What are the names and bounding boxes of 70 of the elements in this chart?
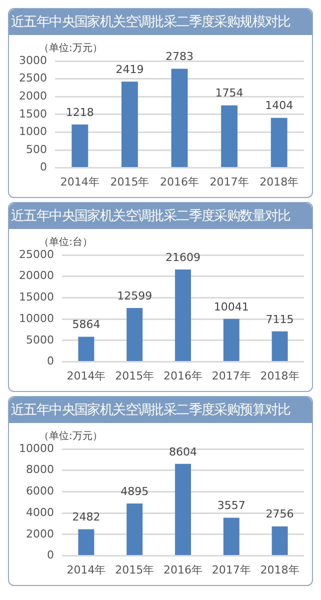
x-tick-label: 2016年: [163, 369, 202, 382]
y-tick-label: 4000: [26, 506, 54, 519]
chart-title: 近五年中央国家机关空调批采二季度采购数量对比: [9, 203, 312, 229]
data-label: 2482: [72, 510, 100, 524]
data-label: 3557: [217, 499, 246, 512]
y-tick-label: 2000: [18, 89, 47, 102]
y-tick-label: 6000: [26, 484, 54, 498]
data-label: 1218: [66, 106, 94, 119]
bar: [126, 308, 143, 362]
y-tick-label: 15000: [18, 290, 54, 304]
x-tick-label: 2017年: [212, 563, 251, 576]
x-tick-label: 2015年: [110, 175, 150, 188]
bar: [171, 68, 188, 168]
y-tick-label: 10000: [18, 442, 54, 455]
y-axis-title: （单位:万元）: [39, 42, 102, 55]
y-tick-label: 0: [40, 160, 47, 174]
data-label: 1754: [215, 86, 244, 100]
bar: [175, 269, 191, 362]
x-tick-label: 2015年: [115, 369, 154, 382]
bar: [223, 318, 240, 362]
x-tick-label: 2014年: [66, 369, 106, 382]
chart-title: 近五年中央国家机关空调批采二季度采购规模对比: [9, 9, 312, 35]
bar: [221, 105, 238, 168]
data-label: 2783: [165, 50, 194, 64]
x-tick-label: 2014年: [60, 175, 100, 188]
bar: [175, 464, 191, 556]
bar: [272, 331, 288, 362]
y-tick-label: 1500: [18, 107, 47, 120]
x-tick-label: 2015年: [115, 563, 154, 576]
bar: [121, 82, 138, 168]
x-tick-label: 2014年: [66, 563, 106, 576]
data-label: 7115: [266, 312, 294, 326]
y-tick-label: 8000: [26, 463, 54, 476]
y-axis-title: （单位:台）: [39, 236, 92, 249]
y-tick-label: 10000: [18, 312, 54, 325]
data-label: 10041: [214, 300, 249, 314]
y-tick-label: 20000: [18, 269, 54, 282]
x-tick-label: 2018年: [260, 369, 300, 382]
y-tick-label: 3000: [18, 54, 47, 67]
data-label: 2756: [266, 508, 294, 521]
data-label: 1404: [265, 99, 294, 112]
y-tick-label: 2000: [26, 527, 54, 540]
bar: [78, 529, 94, 556]
y-axis-title: （单位:万元）: [39, 430, 102, 443]
bar: [72, 124, 88, 168]
y-tick-label: 1000: [18, 125, 47, 138]
y-tick-label: 0: [46, 354, 54, 368]
bar: [126, 504, 143, 556]
x-tick-label: 2017年: [212, 369, 251, 382]
chart-title: 近五年中央国家机关空调批采二季度采购预算对比: [9, 397, 312, 423]
bar: [223, 518, 240, 556]
x-tick-label: 2016年: [160, 175, 199, 188]
data-label: 4895: [120, 484, 149, 498]
x-tick-label: 2016年: [163, 563, 202, 576]
data-label: 5864: [72, 318, 100, 332]
y-tick-label: 5000: [26, 333, 54, 346]
bar: [272, 526, 288, 556]
data-label: 2419: [116, 63, 144, 76]
bar: [78, 336, 94, 362]
x-tick-label: 2018年: [260, 175, 299, 188]
x-tick-label: 2017年: [210, 175, 249, 188]
data-label: 8604: [168, 445, 197, 458]
data-label: 21609: [165, 250, 200, 264]
data-label: 12599: [117, 289, 152, 302]
x-tick-label: 2018年: [260, 563, 300, 576]
y-tick-label: 500: [26, 142, 47, 156]
bar: [270, 118, 288, 168]
y-tick-label: 2500: [18, 72, 47, 85]
y-tick-label: 25000: [18, 248, 54, 261]
y-tick-label: 0: [46, 548, 54, 562]
